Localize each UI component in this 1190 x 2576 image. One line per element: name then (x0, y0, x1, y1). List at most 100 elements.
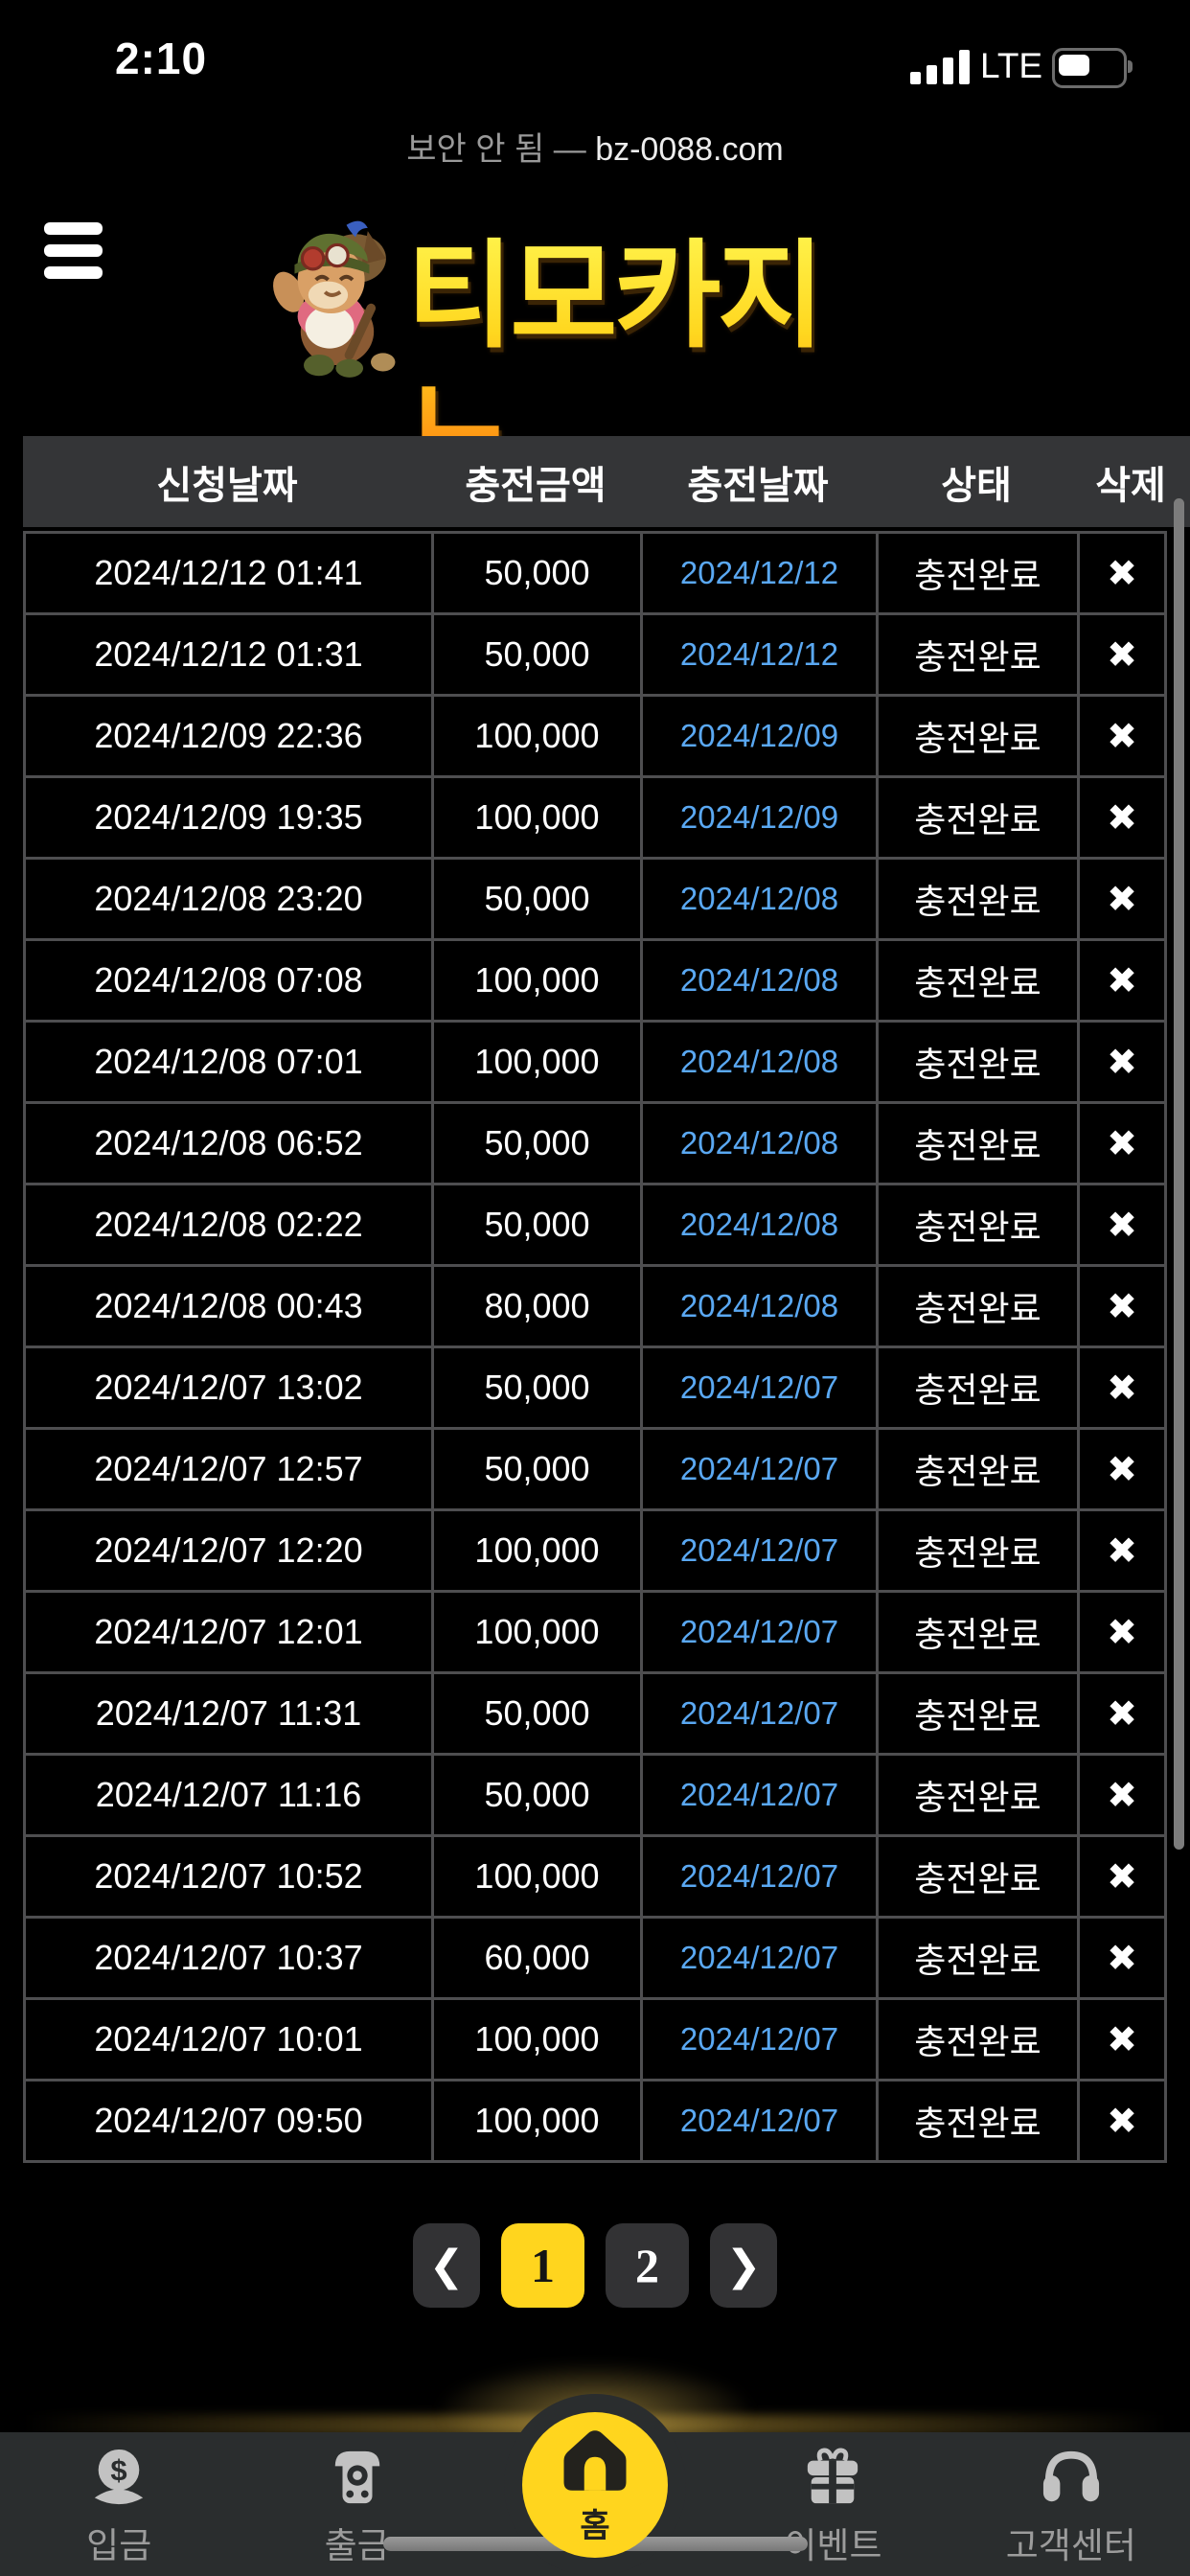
delete-button[interactable]: ✖ (1107, 1449, 1137, 1490)
clock: 2:10 (115, 34, 208, 83)
delete-button[interactable]: ✖ (1107, 2019, 1137, 2060)
next-page-button[interactable]: ❯ (710, 2223, 777, 2308)
col-charge-date: 충전날짜 (687, 464, 829, 507)
nav-item-home[interactable]: 홈 (522, 2412, 668, 2558)
table-row: 2024/12/08 23:20 50,000 2024/12/08 충전완료 … (26, 860, 1164, 941)
nav-item-withdraw[interactable]: 출금 (238, 2432, 475, 2576)
nav-label: 고객센터 (1005, 2526, 1136, 2565)
hamburger-menu-button[interactable] (44, 222, 103, 280)
delete-button[interactable]: ✖ (1107, 1856, 1137, 1898)
request-date-cell: 2024/12/08 00:43 (26, 1267, 434, 1346)
status-cell: 충전완료 (879, 2000, 1080, 2079)
charge-date-link[interactable]: 2024/12/08 (643, 1023, 879, 1101)
table-row: 2024/12/12 01:41 50,000 2024/12/12 충전완료 … (26, 534, 1164, 615)
amount-cell: 100,000 (434, 2082, 643, 2160)
amount-cell: 100,000 (434, 1023, 643, 1101)
table-row: 2024/12/07 12:01 100,000 2024/12/07 충전완료… (26, 1593, 1164, 1674)
status-cell: 충전완료 (879, 1185, 1080, 1264)
request-date-cell: 2024/12/07 10:01 (26, 2000, 434, 2079)
status-bar: 2:10 LTE (0, 0, 1190, 96)
status-cell: 충전완료 (879, 697, 1080, 775)
delete-button[interactable]: ✖ (1107, 879, 1137, 920)
col-request-date: 신청날짜 (156, 464, 298, 507)
delete-button[interactable]: ✖ (1107, 1286, 1137, 1327)
delete-button[interactable]: ✖ (1107, 1612, 1137, 1653)
charge-date-link[interactable]: 2024/12/12 (643, 615, 879, 694)
page-1-button[interactable]: 1 (501, 2223, 584, 2308)
security-label: 보안 안 됨 — (406, 131, 586, 168)
delete-button[interactable]: ✖ (1107, 1775, 1137, 1816)
headset-icon (1040, 2446, 1103, 2509)
nav-item-deposit[interactable]: $ 입금 (0, 2432, 238, 2576)
delete-button[interactable]: ✖ (1107, 1368, 1137, 1409)
nav-item-event[interactable]: 이벤트 (714, 2432, 951, 2576)
scrollbar-thumb[interactable] (1174, 498, 1184, 1850)
charge-date-link[interactable]: 2024/12/08 (643, 941, 879, 1020)
delete-button[interactable]: ✖ (1107, 1938, 1137, 1979)
delete-button[interactable]: ✖ (1107, 1042, 1137, 1083)
table-row: 2024/12/12 01:31 50,000 2024/12/12 충전완료 … (26, 615, 1164, 697)
charge-date-link[interactable]: 2024/12/08 (643, 860, 879, 938)
amount-cell: 50,000 (434, 860, 643, 938)
amount-cell: 60,000 (434, 1919, 643, 1997)
status-cell: 충전완료 (879, 1023, 1080, 1101)
charge-date-link[interactable]: 2024/12/09 (643, 697, 879, 775)
charge-date-link[interactable]: 2024/12/07 (643, 1756, 879, 1834)
charge-date-link[interactable]: 2024/12/08 (643, 1185, 879, 1264)
charge-date-link[interactable]: 2024/12/07 (643, 1593, 879, 1671)
delete-button[interactable]: ✖ (1107, 634, 1137, 676)
status-cell: 충전완료 (879, 615, 1080, 694)
charge-date-link[interactable]: 2024/12/07 (643, 1919, 879, 1997)
delete-button[interactable]: ✖ (1107, 1693, 1137, 1735)
status-cell: 충전완료 (879, 1267, 1080, 1346)
status-cell: 충전완료 (879, 1919, 1080, 1997)
request-date-cell: 2024/12/12 01:41 (26, 534, 434, 612)
delete-button[interactable]: ✖ (1107, 1123, 1137, 1164)
request-date-cell: 2024/12/08 23:20 (26, 860, 434, 938)
amount-cell: 100,000 (434, 1511, 643, 1590)
amount-cell: 50,000 (434, 1104, 643, 1183)
charge-date-link[interactable]: 2024/12/07 (643, 2000, 879, 2079)
request-date-cell: 2024/12/07 12:20 (26, 1511, 434, 1590)
table-row: 2024/12/08 07:01 100,000 2024/12/08 충전완료… (26, 1023, 1164, 1104)
status-cell: 충전완료 (879, 1104, 1080, 1183)
charge-date-link[interactable]: 2024/12/09 (643, 778, 879, 857)
request-date-cell: 2024/12/09 22:36 (26, 697, 434, 775)
delete-button[interactable]: ✖ (1107, 2101, 1137, 2142)
delete-button[interactable]: ✖ (1107, 797, 1137, 839)
amount-cell: 100,000 (434, 2000, 643, 2079)
request-date-cell: 2024/12/07 11:31 (26, 1674, 434, 1753)
url-bar[interactable]: 보안 안 됨 — bz-0088.com (0, 123, 1190, 170)
amount-cell: 50,000 (434, 1430, 643, 1508)
charge-date-link[interactable]: 2024/12/12 (643, 534, 879, 612)
signal-bars-icon (910, 48, 970, 84)
charge-date-link[interactable]: 2024/12/07 (643, 2082, 879, 2160)
table-row: 2024/12/07 12:57 50,000 2024/12/07 충전완료 … (26, 1430, 1164, 1511)
battery-icon (1052, 48, 1133, 88)
charge-date-link[interactable]: 2024/12/07 (643, 1348, 879, 1427)
request-date-cell: 2024/12/07 12:57 (26, 1430, 434, 1508)
status-cell: 충전완료 (879, 1756, 1080, 1834)
delete-button[interactable]: ✖ (1107, 1205, 1137, 1246)
charge-date-link[interactable]: 2024/12/07 (643, 1430, 879, 1508)
home-icon (563, 2429, 627, 2491)
delete-button[interactable]: ✖ (1107, 960, 1137, 1001)
status-cell: 충전완료 (879, 1511, 1080, 1590)
charge-date-link[interactable]: 2024/12/07 (643, 1511, 879, 1590)
delete-button[interactable]: ✖ (1107, 1530, 1137, 1572)
table-row: 2024/12/07 10:37 60,000 2024/12/07 충전완료 … (26, 1919, 1164, 2000)
table-row: 2024/12/09 19:35 100,000 2024/12/09 충전완료… (26, 778, 1164, 860)
status-cell: 충전완료 (879, 778, 1080, 857)
site-logo[interactable]: 티모카지노 (261, 218, 912, 501)
charge-date-link[interactable]: 2024/12/07 (643, 1837, 879, 1916)
charge-date-link[interactable]: 2024/12/08 (643, 1267, 879, 1346)
page-2-button[interactable]: 2 (606, 2223, 689, 2308)
nav-label: 홈 (580, 2507, 610, 2544)
charge-date-link[interactable]: 2024/12/08 (643, 1104, 879, 1183)
nav-item-support[interactable]: 고객센터 (952, 2432, 1190, 2576)
prev-page-button[interactable]: ❮ (413, 2223, 480, 2308)
delete-button[interactable]: ✖ (1107, 716, 1137, 757)
charge-date-link[interactable]: 2024/12/07 (643, 1674, 879, 1753)
svg-text:$: $ (111, 2453, 127, 2487)
delete-button[interactable]: ✖ (1107, 553, 1137, 594)
